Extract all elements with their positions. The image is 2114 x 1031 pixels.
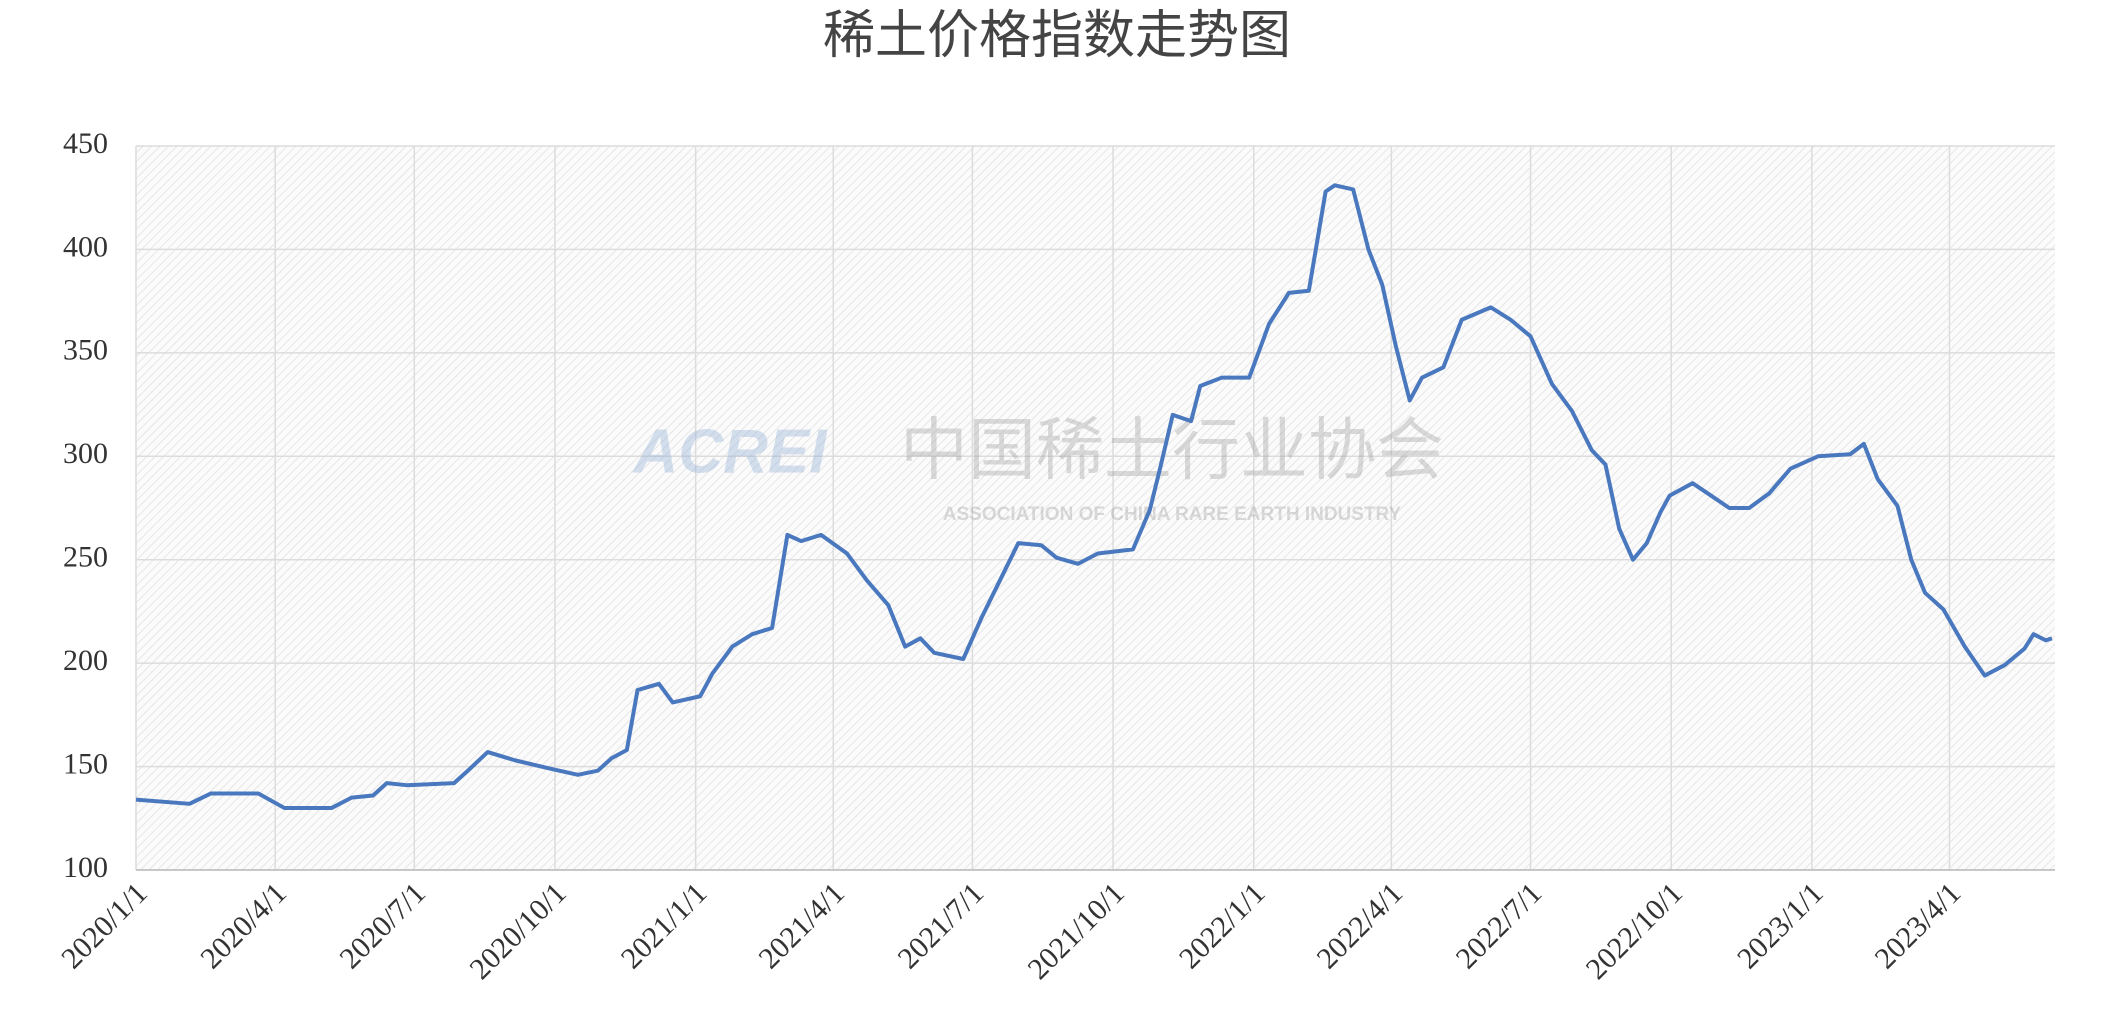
x-tick-label: 2021/10/1 (1022, 876, 1131, 985)
x-tick-label: 2021/1/1 (615, 876, 714, 975)
x-tick-label: 2021/4/1 (752, 876, 851, 975)
y-tick-label: 350 (63, 334, 108, 367)
x-tick-label: 2023/4/1 (1869, 876, 1968, 975)
x-tick-label: 2020/4/1 (194, 876, 293, 975)
y-tick-label: 100 (63, 851, 108, 884)
watermark-logo: ACREI (632, 417, 829, 486)
x-tick-label: 2020/10/1 (463, 876, 572, 985)
x-tick-label: 2021/7/1 (891, 876, 990, 975)
y-tick-label: 300 (63, 437, 108, 470)
x-tick-label: 2022/4/1 (1310, 876, 1409, 975)
grid (135, 145, 2055, 871)
y-tick-label: 450 (63, 127, 108, 160)
x-tick-label: 2022/7/1 (1450, 876, 1549, 975)
price-line (135, 183, 2053, 810)
x-tick-label: 2023/1/1 (1731, 876, 1830, 975)
x-tick-label: 2020/1/1 (55, 876, 154, 975)
marks (135, 183, 2053, 810)
y-tick-label: 400 (63, 230, 108, 263)
x-tick-label: 2022/1/1 (1173, 876, 1272, 975)
y-tick-label: 200 (63, 644, 108, 677)
chart-title: 稀土价格指数走势图 (823, 8, 1291, 65)
y-tick-label: 250 (63, 541, 108, 574)
x-tick-label: 2022/10/1 (1580, 876, 1689, 985)
x-tick-label: 2020/7/1 (333, 876, 432, 975)
watermark-subtitle: ASSOCIATION OF CHINA RARE EARTH INDUSTRY (943, 504, 1402, 525)
y-tick-label: 150 (63, 747, 108, 780)
